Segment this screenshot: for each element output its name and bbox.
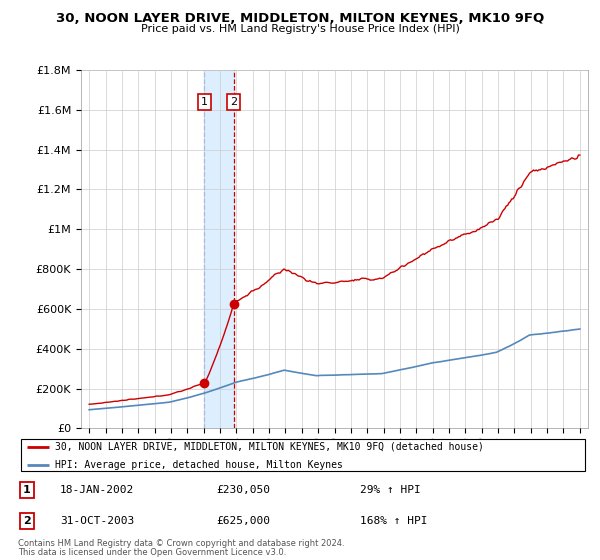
Text: Contains HM Land Registry data © Crown copyright and database right 2024.: Contains HM Land Registry data © Crown c… bbox=[18, 539, 344, 548]
Text: 168% ↑ HPI: 168% ↑ HPI bbox=[360, 516, 427, 526]
Text: 2: 2 bbox=[23, 516, 31, 526]
Bar bbox=[205, 70, 233, 428]
Text: 29% ↑ HPI: 29% ↑ HPI bbox=[360, 485, 421, 495]
Text: Price paid vs. HM Land Registry's House Price Index (HPI): Price paid vs. HM Land Registry's House … bbox=[140, 24, 460, 34]
Text: 18-JAN-2002: 18-JAN-2002 bbox=[60, 485, 134, 495]
Text: 30, NOON LAYER DRIVE, MIDDLETON, MILTON KEYNES, MK10 9FQ: 30, NOON LAYER DRIVE, MIDDLETON, MILTON … bbox=[56, 12, 544, 25]
Text: 2: 2 bbox=[230, 97, 237, 108]
Text: £625,000: £625,000 bbox=[216, 516, 270, 526]
Text: HPI: Average price, detached house, Milton Keynes: HPI: Average price, detached house, Milt… bbox=[55, 460, 343, 470]
FancyBboxPatch shape bbox=[21, 438, 585, 472]
Text: £230,050: £230,050 bbox=[216, 485, 270, 495]
Text: 1: 1 bbox=[201, 97, 208, 108]
Text: This data is licensed under the Open Government Licence v3.0.: This data is licensed under the Open Gov… bbox=[18, 548, 286, 557]
Text: 31-OCT-2003: 31-OCT-2003 bbox=[60, 516, 134, 526]
Text: 30, NOON LAYER DRIVE, MIDDLETON, MILTON KEYNES, MK10 9FQ (detached house): 30, NOON LAYER DRIVE, MIDDLETON, MILTON … bbox=[55, 442, 484, 452]
Text: 1: 1 bbox=[23, 485, 31, 495]
